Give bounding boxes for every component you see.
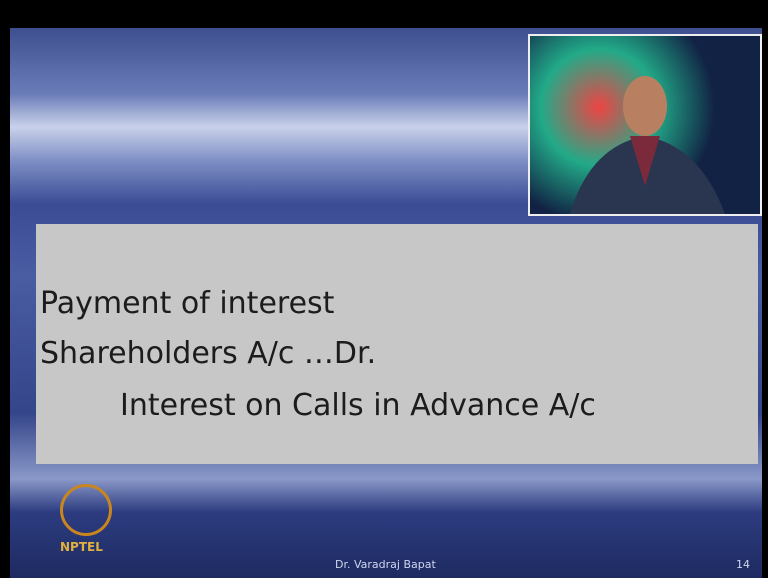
logo-text: NPTEL [60, 540, 103, 554]
logo [60, 484, 112, 536]
text-line: Interest on Calls in Advance A/c [120, 388, 596, 423]
presenter-figure [530, 36, 760, 214]
presenter-name: Dr. Varadraj Bapat [335, 558, 436, 571]
page-number: 14 [736, 558, 750, 571]
page: Payment of interest Shareholders A/c …Dr… [0, 0, 768, 578]
text-line: Shareholders A/c …Dr. [40, 336, 376, 371]
presenter-video [528, 34, 762, 216]
text-line: Payment of interest [40, 286, 334, 321]
slide: Payment of interest Shareholders A/c …Dr… [0, 0, 768, 578]
